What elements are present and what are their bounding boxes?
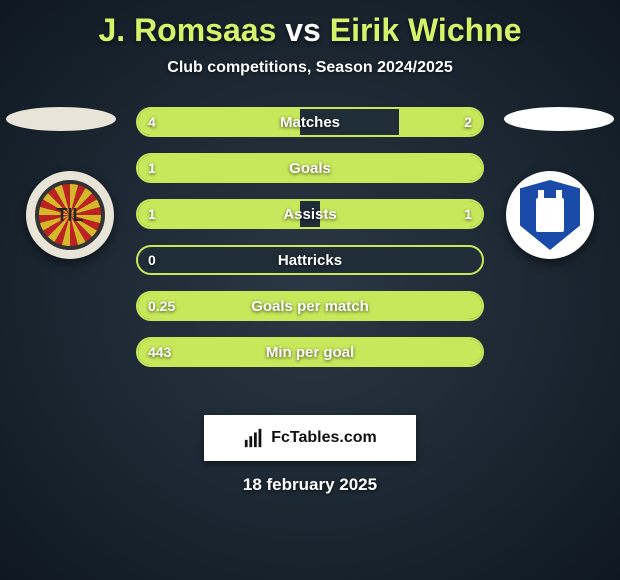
- stat-value-left: 443: [138, 339, 181, 365]
- club-right-shield: [520, 180, 580, 250]
- brand-text: FcTables.com: [271, 429, 377, 447]
- stat-value-left: 0: [138, 247, 166, 273]
- player1-oval: [6, 107, 116, 131]
- date-text: 18 february 2025: [0, 475, 620, 495]
- vs-text: vs: [285, 12, 321, 48]
- stat-value-left: 1: [138, 155, 166, 181]
- player2-oval: [504, 107, 614, 131]
- stat-value-left: 4: [138, 109, 166, 135]
- club-left-abbr: TIL: [57, 205, 84, 226]
- club-left-ring: TIL: [35, 180, 105, 250]
- stat-label: Matches: [138, 109, 482, 135]
- stat-bars: Matches42Goals1Assists11Hattricks0Goals …: [136, 107, 484, 383]
- stat-value-left: 1: [138, 201, 166, 227]
- stat-value-right: 2: [454, 109, 482, 135]
- stat-row: Goals per match0.25: [136, 291, 484, 321]
- bar-chart-icon: [243, 427, 265, 449]
- comparison-stage: TIL Matches42Goals1Assists11Hattricks0Go…: [0, 107, 620, 407]
- stat-row: Matches4 2: [136, 107, 484, 137]
- player2-name: Eirik Wichne: [330, 12, 522, 48]
- stat-row: Hattricks0: [136, 245, 484, 275]
- player1-name: J. Romsaas: [98, 12, 276, 48]
- stat-label: Assists: [138, 201, 482, 227]
- stat-label: Hattricks: [138, 247, 482, 273]
- stat-row: Assists1 1: [136, 199, 484, 229]
- stat-row: Goals1: [136, 153, 484, 183]
- stat-value-right: 1: [454, 201, 482, 227]
- club-badge-left: TIL: [26, 171, 114, 259]
- castle-icon: [536, 198, 564, 232]
- subtitle: Club competitions, Season 2024/2025: [0, 59, 620, 77]
- page-title: J. Romsaas vs Eirik Wichne: [0, 0, 620, 49]
- stat-label: Min per goal: [138, 339, 482, 365]
- stat-value-left: 0.25: [138, 293, 185, 319]
- brand-badge[interactable]: FcTables.com: [204, 415, 416, 461]
- stat-label: Goals: [138, 155, 482, 181]
- stat-label: Goals per match: [138, 293, 482, 319]
- stat-row: Min per goal443: [136, 337, 484, 367]
- club-badge-right: [506, 171, 594, 259]
